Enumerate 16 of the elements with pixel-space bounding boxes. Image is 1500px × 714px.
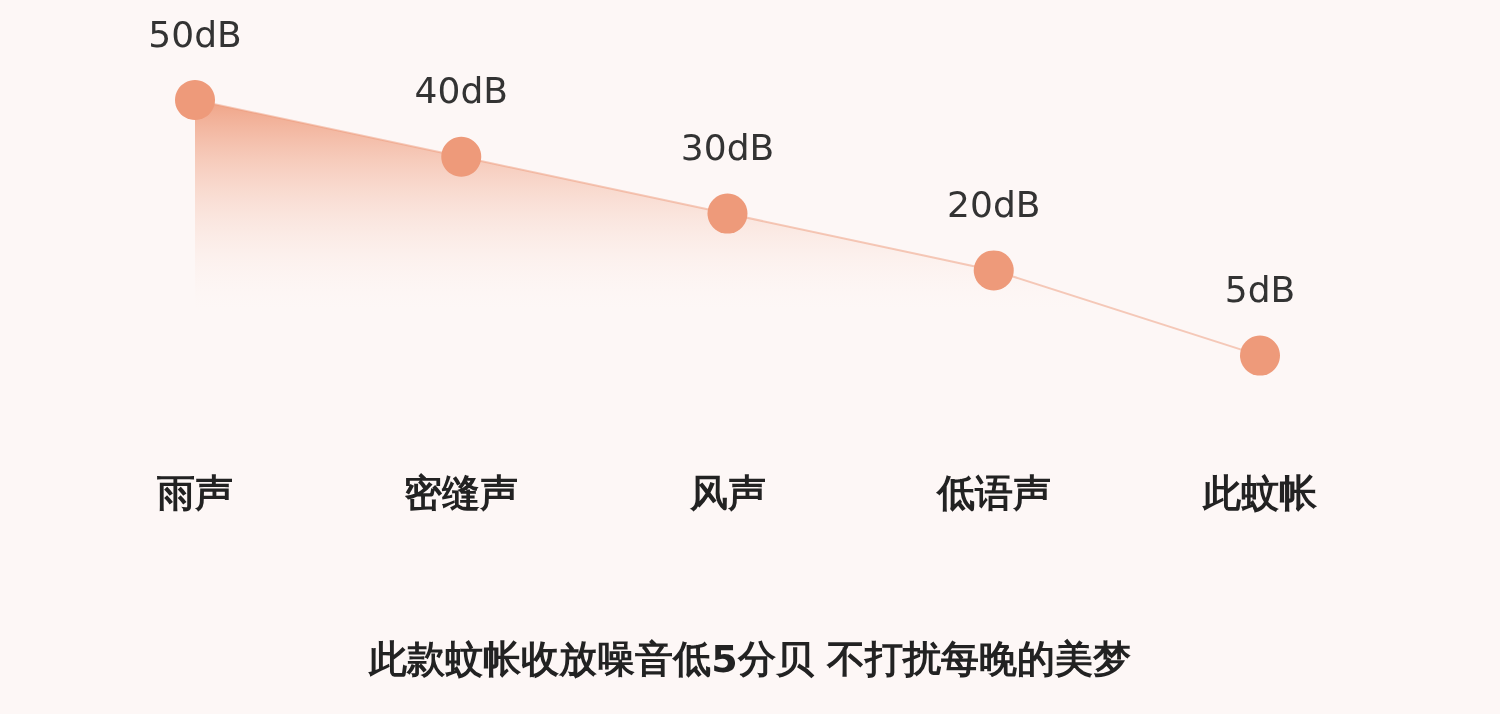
x-tick-label: 低语声 xyxy=(934,471,1051,515)
data-label: 40dB xyxy=(414,70,508,112)
data-label: 20dB xyxy=(947,183,1041,225)
data-label: 50dB xyxy=(148,13,242,55)
point xyxy=(175,80,215,120)
x-tick-label: 密缝声 xyxy=(404,471,519,515)
x-tick-label: 风声 xyxy=(688,471,766,515)
x-tick-label: 雨声 xyxy=(156,471,233,515)
point xyxy=(441,136,482,177)
point xyxy=(1240,335,1280,376)
point xyxy=(707,193,748,234)
data-label: 30dB xyxy=(680,127,775,169)
text: 此款蚊帐收放噪音低5分贝 不打扰每晚的美梦 xyxy=(368,637,1131,681)
point xyxy=(973,250,1014,291)
x-tick-label: 此蚊帐 xyxy=(1202,471,1318,515)
data-label: 5dB xyxy=(1224,269,1296,311)
